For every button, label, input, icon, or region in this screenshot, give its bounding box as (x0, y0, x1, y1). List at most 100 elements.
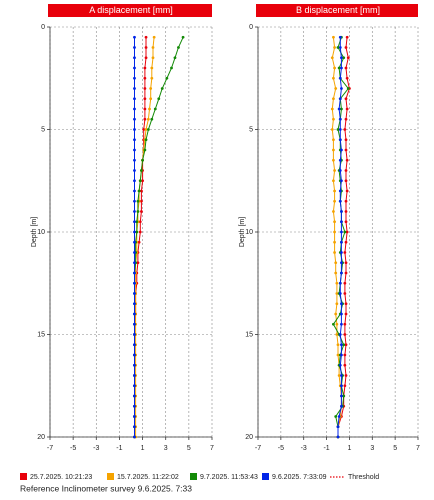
data-point (142, 128, 146, 131)
data-point (344, 220, 348, 224)
data-point (140, 169, 143, 172)
x-tick-label: 1 (347, 445, 351, 452)
series-line (331, 37, 342, 437)
x-tick-label: 5 (187, 445, 191, 452)
data-point (133, 148, 136, 152)
data-point (133, 179, 136, 183)
data-point (338, 46, 342, 49)
data-point (338, 169, 342, 172)
data-point (143, 76, 147, 80)
data-point (338, 128, 342, 131)
data-point (332, 158, 335, 162)
data-point (335, 281, 339, 285)
x-tick-label: -3 (301, 445, 307, 452)
data-point (332, 138, 335, 142)
data-point (335, 333, 339, 336)
x-tick-label: -7 (255, 445, 261, 452)
data-point (133, 97, 136, 101)
data-point (335, 292, 339, 295)
data-point (133, 292, 136, 295)
data-point (150, 76, 154, 80)
series-line (135, 37, 155, 437)
data-point (153, 107, 157, 111)
chart-panel: B displacement [mm] -7 -5 -3 -1 1 3 5 7 0 5 10 15 20 D… (239, 4, 420, 452)
data-point (344, 312, 348, 316)
data-point (334, 415, 338, 418)
data-point (338, 292, 342, 295)
data-point (337, 374, 341, 377)
data-point (340, 343, 343, 347)
data-point (343, 322, 347, 326)
data-point (338, 76, 342, 80)
data-point (146, 128, 150, 131)
title-bar (48, 4, 212, 17)
data-point (344, 148, 348, 152)
data-point (133, 230, 136, 234)
data-point (344, 210, 348, 213)
data-point (344, 46, 348, 49)
data-point (340, 384, 343, 388)
data-point (133, 435, 136, 439)
data-point (345, 189, 349, 193)
data-point (133, 35, 136, 39)
data-point (336, 435, 340, 439)
data-point (141, 158, 144, 162)
data-point (133, 312, 136, 316)
data-point (143, 66, 147, 70)
data-point (340, 87, 343, 90)
data-point (133, 425, 136, 429)
data-point (148, 107, 151, 111)
data-point (140, 189, 143, 193)
data-point (133, 76, 136, 80)
y-tick-label: 10 (37, 229, 45, 236)
data-point (336, 46, 340, 49)
data-point (336, 128, 340, 131)
legend: 25.7.2025. 10:21:23 15.7.2025. 11:22:02 9.… (20, 473, 379, 481)
x-tick-label: 3 (370, 445, 374, 452)
data-point (332, 35, 335, 39)
data-point (334, 87, 338, 90)
data-point (338, 333, 342, 336)
data-point (346, 56, 350, 60)
data-point (334, 312, 338, 316)
data-point (143, 107, 147, 111)
data-point (340, 230, 343, 234)
data-point (133, 240, 136, 244)
data-point (338, 138, 342, 142)
data-point (344, 66, 348, 70)
data-point (344, 97, 348, 101)
data-point (144, 128, 148, 131)
y-tick-label: 10 (245, 229, 253, 236)
data-point (333, 230, 336, 234)
data-point (332, 179, 335, 183)
data-point (340, 312, 343, 316)
data-point (181, 35, 185, 39)
data-point (133, 210, 136, 213)
legend-swatch (20, 473, 27, 480)
data-point (340, 220, 343, 224)
data-point (170, 66, 173, 70)
data-point (338, 281, 342, 285)
data-point (332, 117, 335, 121)
data-point (143, 148, 147, 152)
data-point (143, 87, 147, 90)
x-tick-label: 7 (210, 445, 214, 452)
data-point (333, 66, 336, 70)
data-point (135, 230, 139, 234)
y-tick-label: 20 (37, 434, 45, 441)
data-point (150, 117, 154, 121)
data-point (344, 240, 348, 244)
data-point (338, 189, 342, 193)
legend-swatch (262, 473, 269, 480)
data-point (137, 189, 141, 193)
data-point (334, 261, 338, 265)
legend-label: 9.7.2025. 11:53:43 (200, 474, 258, 481)
data-point (340, 271, 343, 275)
data-point (133, 322, 136, 326)
data-point (340, 179, 343, 183)
data-point (336, 425, 340, 429)
data-point (133, 199, 136, 203)
series-line (134, 37, 184, 437)
data-point (332, 210, 335, 213)
data-point (340, 240, 343, 244)
